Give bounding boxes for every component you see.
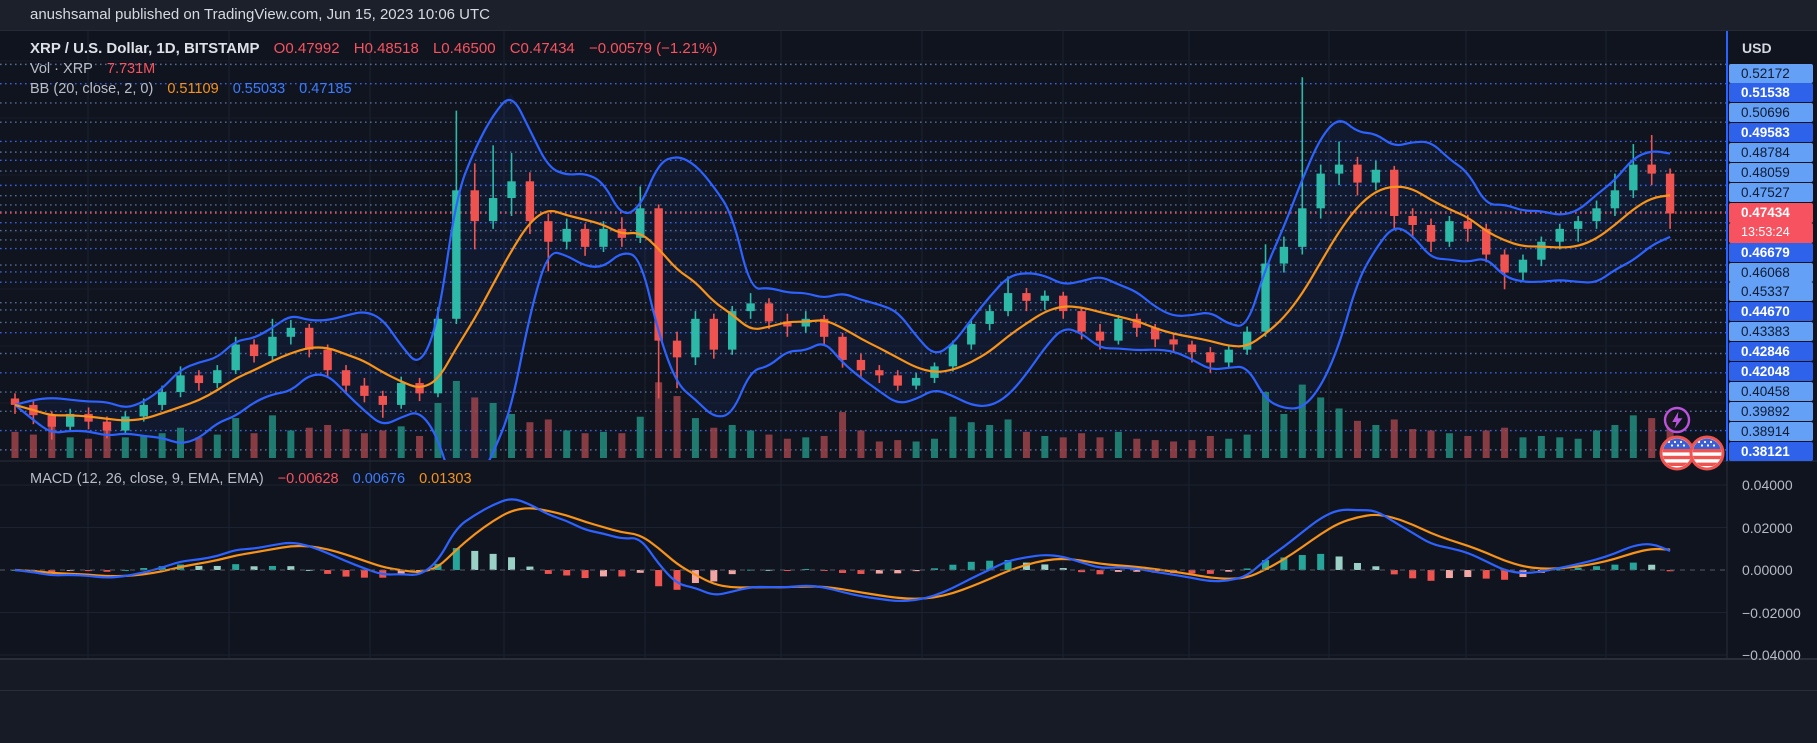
price-scale-currency: USD (1742, 40, 1772, 56)
macd-scale-tick: −0.04000 (1742, 647, 1801, 663)
volume-value: 7.731M (106, 61, 156, 77)
price-level-label: 0.43383 (1729, 322, 1813, 342)
price-level-label: 0.48784 (1729, 143, 1813, 163)
macd-scale-tick: −0.02000 (1742, 604, 1801, 621)
attribution-bar: anushsamal published on TradingView.com,… (0, 0, 1817, 30)
ohlc-high: H0.48518 (353, 40, 419, 57)
ohlc-open: O0.47992 (273, 40, 340, 57)
bar-countdown: 13:53:24 (1729, 222, 1813, 243)
lightning-icon[interactable] (1663, 406, 1691, 439)
volume-label: Vol · XRP (30, 61, 93, 77)
volume-legend[interactable]: Vol · XRP 7.731M (30, 61, 165, 77)
symbol-title: XRP / U.S. Dollar, 1D, BITSTAMP (30, 40, 260, 57)
price-level-label: 0.40458 (1729, 381, 1813, 401)
price-level-label: 0.50696 (1729, 103, 1813, 123)
flag-badge-icon[interactable] (1659, 435, 1695, 476)
footer-bar: TradingView (0, 690, 1817, 743)
price-level-label: 0.45337 (1729, 282, 1813, 302)
macd-scale-tick: 0.04000 (1742, 477, 1793, 493)
bb-label: BB (20, close, 2, 0) (30, 81, 154, 97)
macd-hist-value: −0.00628 (277, 471, 339, 487)
macd-scale-tick: 0.00000 (1742, 562, 1793, 578)
macd-legend[interactable]: MACD (12, 26, close, 9, EMA, EMA) −0.006… (30, 471, 482, 487)
flag-badge-icon[interactable] (1689, 435, 1725, 476)
price-level-label: 0.38914 (1729, 421, 1813, 441)
price-level-label: 0.42048 (1729, 362, 1813, 381)
ohlc-close: C0.47434 (509, 40, 575, 57)
macd-line-value: 0.00676 (352, 471, 406, 487)
price-level-label: 0.46068 (1729, 262, 1813, 282)
price-level-label: 0.46679 (1729, 242, 1813, 262)
price-level-label: 0.49583 (1729, 123, 1813, 143)
price-level-label: 0.38121 (1729, 441, 1813, 461)
bb-upper-value: 0.55033 (232, 81, 286, 97)
bb-legend[interactable]: BB (20, close, 2, 0) 0.51109 0.55033 0.4… (30, 81, 362, 97)
price-level-label: 0.39892 (1729, 401, 1813, 421)
bb-basis-value: 0.51109 (167, 81, 219, 97)
symbol-legend[interactable]: XRP / U.S. Dollar, 1D, BITSTAMP O0.47992… (30, 40, 727, 57)
macd-signal-value: 0.01303 (419, 471, 472, 487)
attribution-text: anushsamal published on TradingView.com,… (30, 6, 491, 23)
bb-lower-value: 0.47185 (299, 81, 352, 97)
price-level-label: 0.51538 (1729, 83, 1813, 103)
price-level-label: 0.48059 (1729, 163, 1813, 182)
ohlc-low: L0.46500 (432, 40, 496, 57)
price-level-label: 0.52172 (1729, 63, 1813, 83)
last-price-label: 0.47434 (1729, 202, 1813, 223)
price-level-label: 0.44670 (1729, 302, 1813, 322)
time-axis[interactable]: JulAugSepOctNovDec2023FebMarAprMayJun (0, 659, 1817, 691)
macd-scale-tick: 0.02000 (1742, 519, 1793, 536)
macd-label: MACD (12, 26, close, 9, EMA, EMA) (30, 471, 264, 487)
ohlc-change: −0.00579 (−1.21%) (588, 40, 718, 57)
price-level-label: 0.42846 (1729, 342, 1813, 362)
price-level-label: 0.47527 (1729, 182, 1813, 202)
